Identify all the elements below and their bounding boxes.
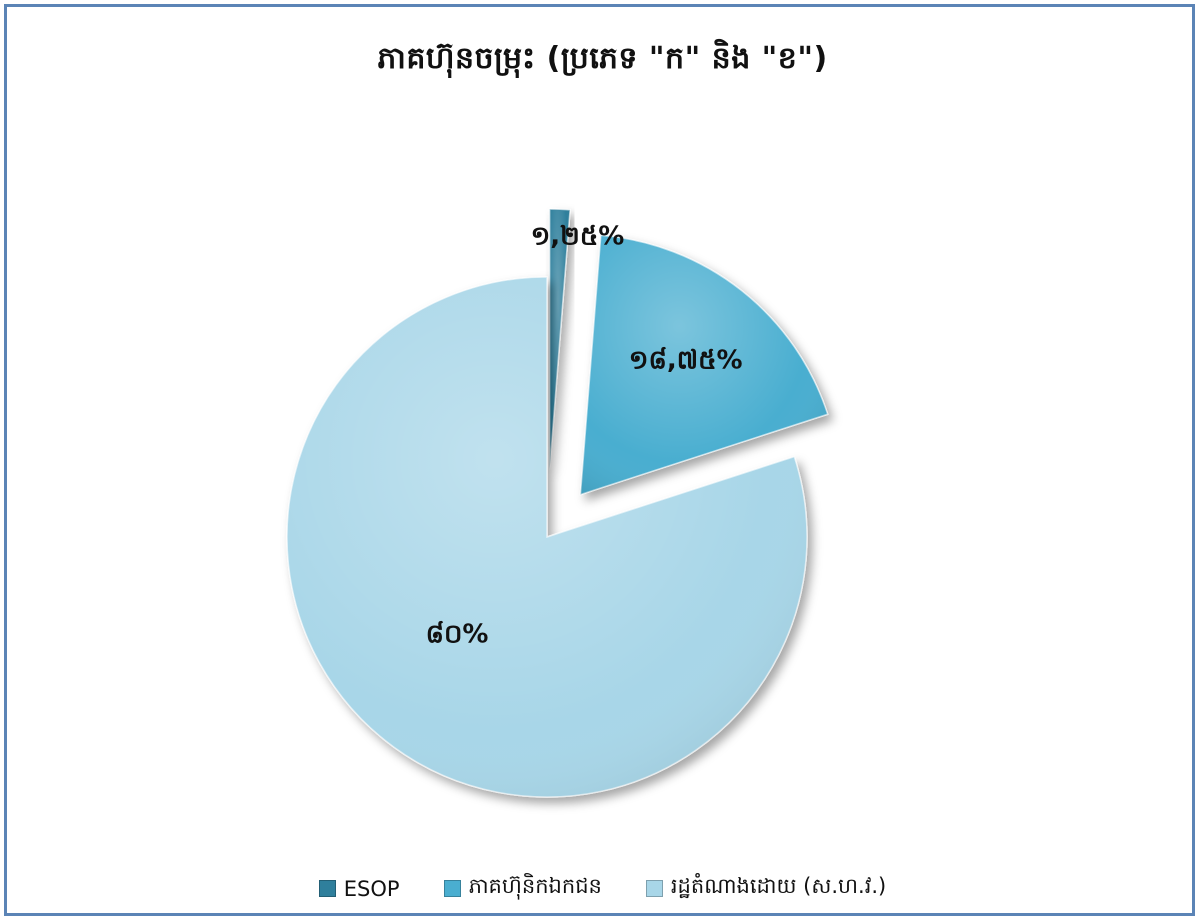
chart-legend: ESOP ភាគហ៊ុនិកឯកជន រដ្ឋតំណាងដោយ (ស.ហ.វ.) <box>7 873 1198 904</box>
pie-slice-state-sheen <box>287 277 807 797</box>
legend-label-state: រដ្ឋតំណាងដោយ (ស.ហ.វ.) <box>670 874 887 898</box>
legend-label-private-shareholders: ភាគហ៊ុនិកឯកជន <box>468 874 602 898</box>
chart-frame: ភាគហ៊ុនចម្រុះ (ប្រភេទ "ក" និង "ខ") ១,២៥%… <box>4 4 1195 916</box>
pie-slice-state-group <box>286 276 808 798</box>
legend-swatch-private-shareholders <box>443 880 461 897</box>
legend-item-esop: ESOP <box>318 876 400 901</box>
legend-item-state: រដ្ឋតំណាងដោយ (ស.ហ.វ.) <box>645 873 887 904</box>
legend-swatch-esop <box>318 880 336 897</box>
legend-item-private-shareholders: ភាគហ៊ុនិកឯកជន <box>443 873 602 904</box>
slice-label-esop: ១,២៥% <box>531 222 625 252</box>
pie-slice-esop-group <box>548 208 571 470</box>
slice-label-state: ៨០% <box>426 620 489 650</box>
legend-swatch-state <box>645 880 663 897</box>
pie-chart: ១,២៥% ១៨,៧៥% ៨០% <box>286 208 829 798</box>
pie-slice-private-shareholders-sheen <box>580 235 828 495</box>
pie-slice-esop-sheen <box>549 209 571 470</box>
legend-label-esop: ESOP <box>343 876 400 901</box>
chart-title: ភាគហ៊ុនចម្រុះ (ប្រភេទ "ក" និង "ខ") <box>377 41 828 76</box>
slice-label-private-shareholders: ១៨,៧៥% <box>629 346 743 376</box>
pie-slice-private-shareholders-group <box>579 234 829 496</box>
